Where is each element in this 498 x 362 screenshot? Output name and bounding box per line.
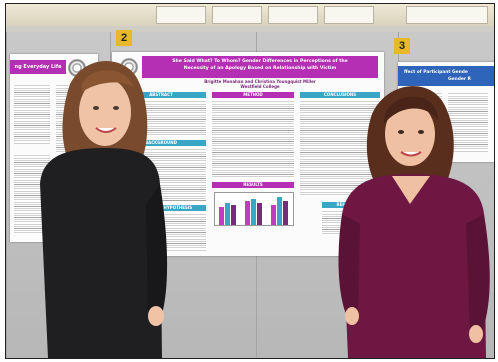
title-line: Necessity of an Apology Based on Relatio… [183, 66, 337, 71]
hand [469, 325, 483, 343]
hair [82, 70, 134, 92]
window [324, 6, 374, 24]
section-header: BACKGROUND [116, 140, 206, 146]
arm [466, 214, 490, 332]
person-left [40, 60, 168, 358]
section-header: METHOD [212, 92, 294, 98]
person-right [338, 86, 490, 358]
poster-authors: Brigitte Monahan and Christina Youngquis… [204, 79, 316, 84]
face [79, 78, 131, 146]
right-poster-header: ffect of Participant Gende Gender R [398, 66, 494, 86]
poster-college: Westfield College [240, 84, 280, 89]
right-poster-title: ffect of Participant Gende [404, 70, 468, 75]
photo-frame: 2 3 ng Everyday Life She Said What? To W… [6, 4, 494, 358]
face [385, 102, 435, 166]
eye [398, 130, 404, 134]
window [156, 6, 206, 24]
results-chart [214, 192, 294, 226]
chart-bar [271, 205, 276, 225]
section-header: ABSTRACT [116, 92, 206, 98]
window [212, 6, 262, 24]
board-number: 2 [116, 30, 132, 46]
chart-bar [219, 207, 224, 225]
poster-text [300, 100, 380, 196]
sweater [342, 174, 486, 358]
eye [93, 106, 99, 110]
chart-bar [225, 203, 230, 225]
chart-bar [257, 203, 262, 225]
hand [148, 306, 164, 326]
arm [146, 184, 168, 314]
title-line: She Said What? To Whom? Gender Differenc… [172, 59, 348, 64]
center-poster-title: She Said What? To Whom? Gender Differenc… [142, 56, 378, 78]
poster-text [448, 92, 488, 152]
window [268, 6, 318, 24]
neckline [392, 176, 430, 204]
hair [384, 96, 438, 124]
board-number: 3 [394, 38, 410, 54]
sweater [40, 148, 162, 358]
chart-bar [245, 201, 250, 225]
section-header: RESULTS [212, 182, 294, 188]
eye [113, 106, 119, 110]
hand [345, 307, 359, 325]
poster-text [212, 100, 294, 178]
chart-bar [277, 197, 282, 225]
section-header: CONCLUSIONS [300, 92, 380, 98]
left-poster-title: ng Everyday Life [10, 60, 66, 74]
window [406, 6, 488, 24]
smile [400, 151, 422, 157]
chart-bar [283, 201, 288, 225]
eye [418, 130, 424, 134]
chart-bar [251, 199, 256, 225]
chart-bar [231, 205, 236, 225]
right-poster-title: Gender R [448, 77, 471, 82]
ceiling [6, 4, 494, 26]
smile [95, 127, 117, 133]
poster-text [14, 84, 50, 144]
arm [338, 214, 360, 314]
